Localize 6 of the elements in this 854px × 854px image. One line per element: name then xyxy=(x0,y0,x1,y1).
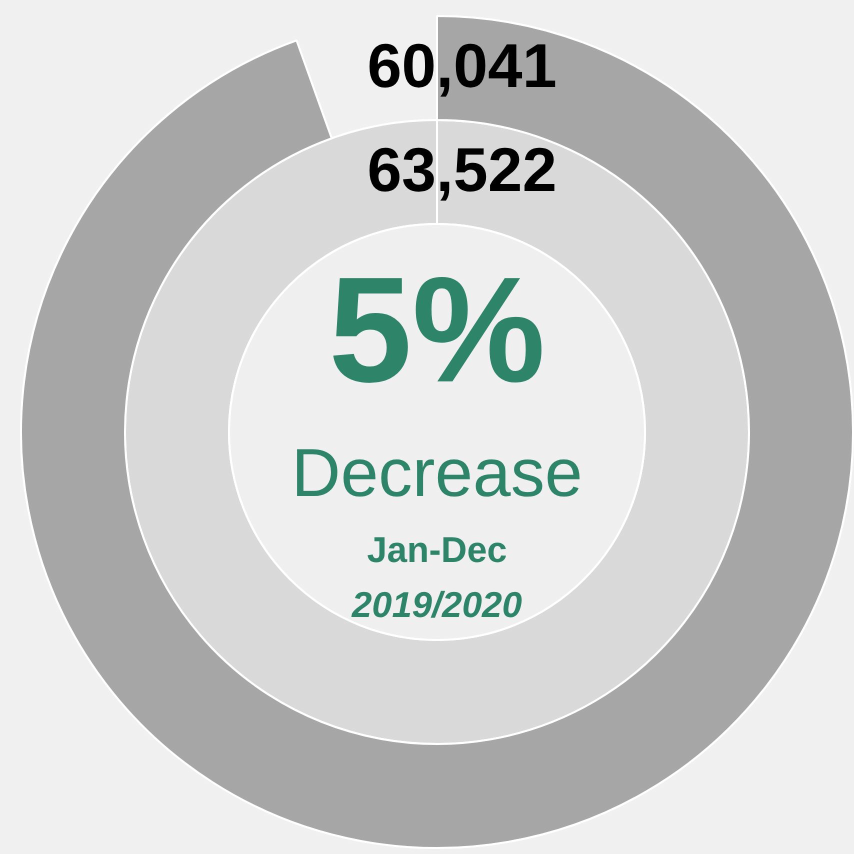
data-label: 60,041 xyxy=(367,32,557,102)
text: Jan-Dec xyxy=(366,528,508,570)
text: 2019/2020 xyxy=(350,584,522,625)
text: Decrease xyxy=(291,434,583,511)
text: 5% xyxy=(328,245,546,414)
data-label: 63,522 xyxy=(367,136,557,206)
